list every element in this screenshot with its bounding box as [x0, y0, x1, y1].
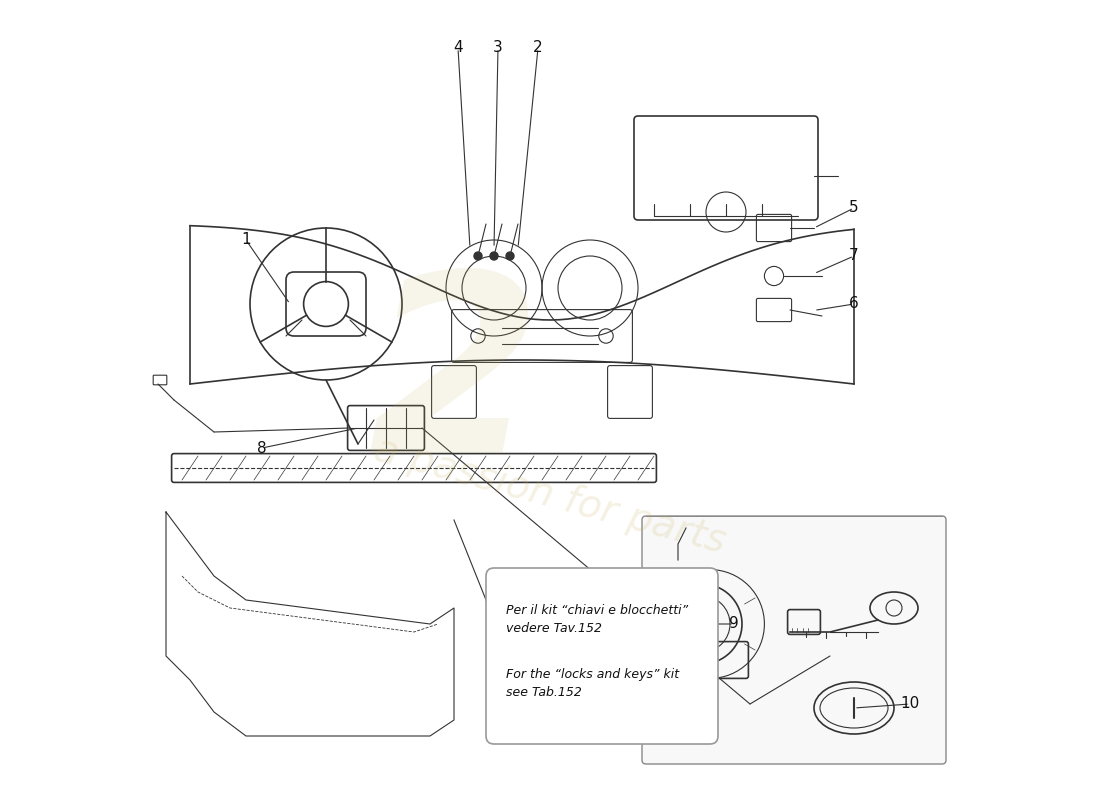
FancyBboxPatch shape	[642, 516, 946, 764]
Text: 9: 9	[729, 617, 739, 631]
Text: 1: 1	[241, 233, 251, 247]
FancyBboxPatch shape	[486, 568, 718, 744]
Circle shape	[474, 252, 482, 260]
Text: 7: 7	[849, 249, 859, 263]
Text: 4: 4	[453, 41, 463, 55]
Text: 10: 10	[901, 697, 920, 711]
Text: 8: 8	[257, 441, 267, 455]
Text: Per il kit “chiavi e blocchetti”
vedere Tav.152: Per il kit “chiavi e blocchetti” vedere …	[506, 604, 689, 635]
Text: For the “locks and keys” kit
see Tab.152: For the “locks and keys” kit see Tab.152	[506, 668, 679, 699]
Text: 2: 2	[534, 41, 542, 55]
Text: a passion for parts: a passion for parts	[370, 430, 730, 562]
Circle shape	[506, 252, 514, 260]
Text: 6: 6	[849, 297, 859, 311]
Circle shape	[490, 252, 498, 260]
Text: 3: 3	[493, 41, 503, 55]
Text: 5: 5	[849, 201, 859, 215]
Text: 2: 2	[367, 263, 541, 505]
